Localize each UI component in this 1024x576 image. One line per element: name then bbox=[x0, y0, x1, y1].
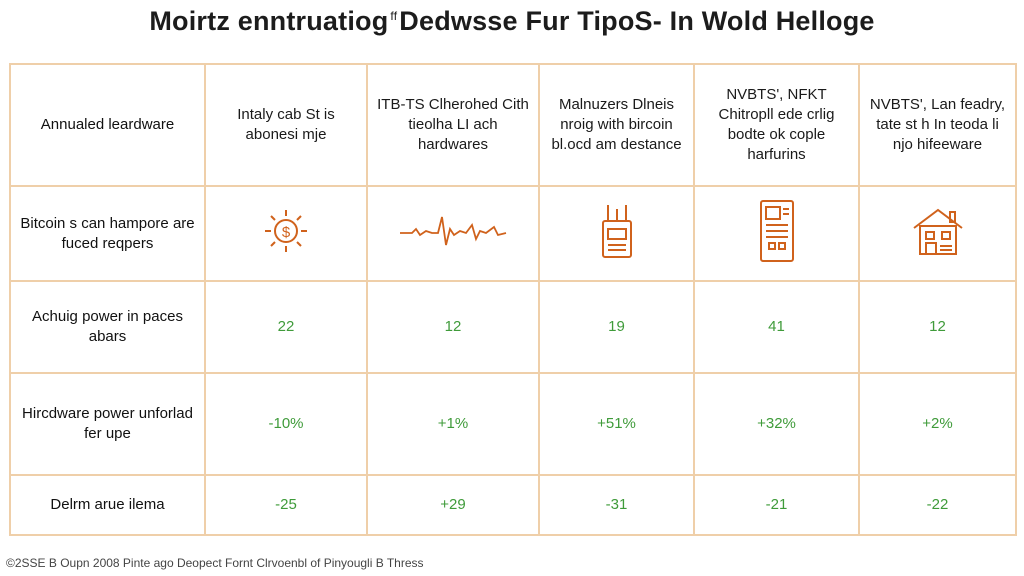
value-cell: -10% bbox=[204, 372, 368, 476]
table-row: Bitcoin s can hampore are fuced reqpers … bbox=[9, 185, 1017, 282]
mining-rig-icon bbox=[601, 204, 632, 258]
value-cell: +51% bbox=[538, 372, 695, 476]
house-icon bbox=[912, 208, 963, 255]
column-header: NVBTS', Lan feadry, tate st h In teoda l… bbox=[858, 63, 1017, 187]
heartbeat-line-icon bbox=[400, 216, 507, 245]
row-label: Annualed leardware bbox=[9, 63, 206, 187]
value-cell: -31 bbox=[538, 474, 695, 536]
value-cell: -22 bbox=[858, 474, 1017, 536]
value-cell: +1% bbox=[366, 372, 540, 476]
footer-credit: ©2SSE B Oupn 2008 Pinte ago Deopect Forn… bbox=[6, 556, 424, 570]
column-header: NVBTS', NFKT Chitropll ede crlig bodte o… bbox=[693, 63, 860, 187]
title-left: Moirtz enntruatiog bbox=[149, 6, 389, 36]
value-cell: 19 bbox=[538, 280, 695, 374]
title-mark: ff bbox=[390, 9, 398, 23]
row-label: Bitcoin s can hampore are fuced reqpers bbox=[9, 185, 206, 282]
value-cell: -25 bbox=[204, 474, 368, 536]
row-label: Achuig power in paces abars bbox=[9, 280, 206, 374]
value-cell: +32% bbox=[693, 372, 860, 476]
svg-text:$: $ bbox=[282, 224, 291, 241]
chart-title: Moirtz enntruatiog ffDedwsse Fur TipoS- I… bbox=[0, 6, 1024, 37]
value-cell: 12 bbox=[366, 280, 540, 374]
icon-cell bbox=[366, 185, 540, 282]
value-cell: +29 bbox=[366, 474, 540, 536]
dollar-sun-icon: $ bbox=[265, 209, 307, 252]
table-row: Annualed leardware Intaly cab St is abon… bbox=[9, 63, 1017, 187]
column-header: Malnuzers Dlneis nroig with bircoin bl.o… bbox=[538, 63, 695, 187]
table-row: Hircdware power unforlad fer upe -10% +1… bbox=[9, 372, 1017, 476]
comparison-table: Annualed leardware Intaly cab St is abon… bbox=[9, 63, 1017, 536]
column-header: Intaly cab St is abonesi mje bbox=[204, 63, 368, 187]
value-cell: 12 bbox=[858, 280, 1017, 374]
table-row: Achuig power in paces abars 22 12 19 41 … bbox=[9, 280, 1017, 374]
title-right: Dedwsse Fur TipoS- In Wold Helloge bbox=[399, 6, 875, 36]
column-header: ITB-TS Clherohed Cith tieolha LI ach har… bbox=[366, 63, 540, 187]
value-cell: 22 bbox=[204, 280, 368, 374]
icon-cell bbox=[858, 185, 1017, 282]
icon-cell: $ bbox=[204, 185, 368, 282]
table-row: Delrm arue ilema -25 +29 -31 -21 -22 bbox=[9, 474, 1017, 536]
value-cell: -21 bbox=[693, 474, 860, 536]
row-label: Hircdware power unforlad fer upe bbox=[9, 372, 206, 476]
value-cell: 41 bbox=[693, 280, 860, 374]
row-label: Delrm arue ilema bbox=[9, 474, 206, 536]
icon-cell bbox=[693, 185, 860, 282]
phone-device-icon bbox=[759, 199, 794, 262]
icon-cell bbox=[538, 185, 695, 282]
value-cell: +2% bbox=[858, 372, 1017, 476]
